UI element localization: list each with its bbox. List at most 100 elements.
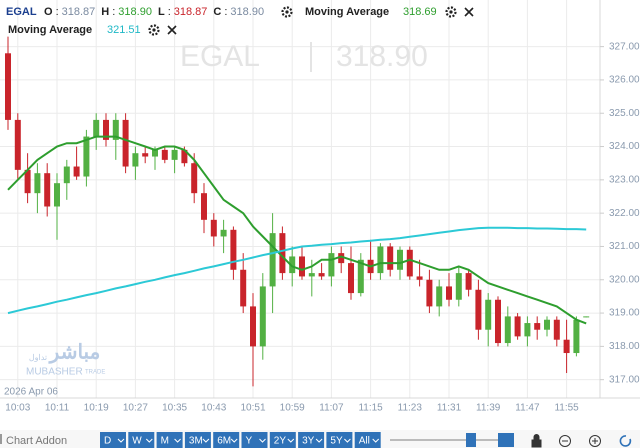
button-bg: [354, 432, 381, 448]
candle-body: [269, 233, 276, 287]
candle-body: [152, 149, 158, 157]
candle-body: [122, 119, 129, 167]
dropdown-arrow: [344, 438, 351, 443]
lock-icon[interactable]: [531, 434, 542, 448]
plot: [5, 36, 590, 387]
period-button[interactable]: All: [354, 432, 381, 448]
ohlc-label: O: [44, 6, 53, 18]
candle-body: [416, 276, 423, 280]
dropdown-arrow: [315, 438, 323, 443]
y-tick-label: 322.00: [609, 208, 640, 219]
candle-body: [563, 339, 570, 354]
button-bg: [184, 432, 211, 448]
watermark-symbol: EGAL: [180, 40, 260, 73]
header: EGAL O:318.87 H:318.90 L:318.87 C:318.90 Mo…: [6, 6, 474, 36]
candle-body: [308, 273, 315, 277]
ma-value: 321.51: [107, 24, 141, 36]
button-bg: [156, 432, 183, 448]
candle-body: [103, 119, 109, 140]
candle-body: [553, 319, 560, 340]
close-icon[interactable]: [167, 25, 177, 35]
candle-body: [426, 279, 433, 307]
candle-body: [250, 306, 256, 347]
candle-body: [524, 323, 531, 337]
candle-body: [161, 149, 168, 160]
x-tick-label: 10:59: [280, 403, 305, 414]
candle-body: [318, 273, 325, 277]
period-button[interactable]: M: [156, 432, 183, 448]
button-label: 6M: [217, 436, 231, 447]
candle-body: [34, 173, 41, 194]
period-button[interactable]: 5Y: [326, 432, 353, 448]
button-bg: [241, 432, 268, 448]
ohlc-sep: :: [224, 6, 227, 18]
zoom-out[interactable]: [559, 435, 571, 447]
period-button[interactable]: 2Y: [269, 432, 296, 448]
button-label: All: [359, 436, 370, 447]
button-bg: [298, 432, 325, 448]
x-tick-label: 11:47: [515, 403, 540, 414]
candle-body: [357, 259, 364, 294]
settings-icon[interactable]: [281, 6, 293, 18]
symbol: EGAL: [6, 6, 37, 18]
candle-body: [495, 299, 501, 344]
button-label: 3Y: [302, 436, 315, 447]
date-label: 2026 Apr 06: [4, 387, 58, 398]
dropdown-arrow: [174, 438, 181, 443]
ohlc-sep: :: [56, 6, 59, 18]
button-bg: [100, 432, 126, 448]
addon-label[interactable]: Chart Addon: [6, 435, 67, 447]
period-button[interactable]: 3M: [184, 432, 211, 448]
button-bg: [128, 432, 155, 448]
close-icon[interactable]: [464, 7, 474, 17]
ohlc-value: 318.87: [174, 6, 208, 18]
x-tick-label: 10:19: [84, 403, 109, 414]
ohlc-sep: :: [112, 6, 115, 18]
slider-handle[interactable]: [466, 433, 476, 447]
slider-box[interactable]: [498, 433, 514, 447]
zoom-in[interactable]: [589, 435, 601, 447]
ohlc-label: H: [101, 6, 109, 18]
x-tick-label: 10:03: [5, 403, 30, 414]
candle-body: [259, 286, 266, 347]
candle-body: [338, 253, 345, 264]
button-bg: [269, 432, 296, 448]
candle-body: [504, 316, 511, 344]
y-tick-label: 321.00: [609, 241, 640, 252]
dropdown-arrow: [145, 438, 153, 443]
period-button[interactable]: Y: [241, 432, 268, 448]
refresh[interactable]: [619, 435, 632, 447]
candle-body: [132, 153, 139, 167]
y-tick-label: 326.00: [609, 75, 640, 86]
candle-body: [230, 229, 237, 270]
candle-body: [573, 319, 580, 354]
settings-icon[interactable]: [445, 6, 457, 18]
x-tick-label: 10:43: [201, 403, 226, 414]
period-button[interactable]: W: [128, 432, 155, 448]
candle-body: [14, 119, 21, 170]
button-label: M: [161, 436, 169, 447]
candle-body: [446, 286, 452, 300]
candle-body: [142, 153, 149, 157]
candle-body: [83, 136, 90, 177]
settings-icon[interactable]: [148, 24, 160, 36]
y-tick-label: 320.00: [609, 274, 640, 285]
candle-body: [328, 253, 335, 277]
dropdown-arrow: [259, 438, 266, 443]
ohlc-value: 318.90: [230, 6, 264, 18]
period-button[interactable]: 3Y: [298, 432, 325, 448]
candle-body: [348, 263, 354, 294]
toolbar: Chart Addon D W M 3M 6M Y 2Y 3Y 5Y All: [0, 430, 640, 448]
dropdown-arrow: [230, 438, 238, 443]
candle-body: [240, 269, 247, 307]
candle-body: [514, 316, 521, 337]
candle-body: [436, 286, 443, 307]
period-button[interactable]: 6M: [213, 432, 240, 448]
candle-body: [210, 219, 217, 237]
candle-body: [73, 166, 80, 177]
candle-body: [583, 316, 590, 318]
logo-en: MUBASHER: [26, 367, 83, 378]
candle-body: [406, 249, 413, 277]
period-button[interactable]: D: [100, 432, 126, 448]
